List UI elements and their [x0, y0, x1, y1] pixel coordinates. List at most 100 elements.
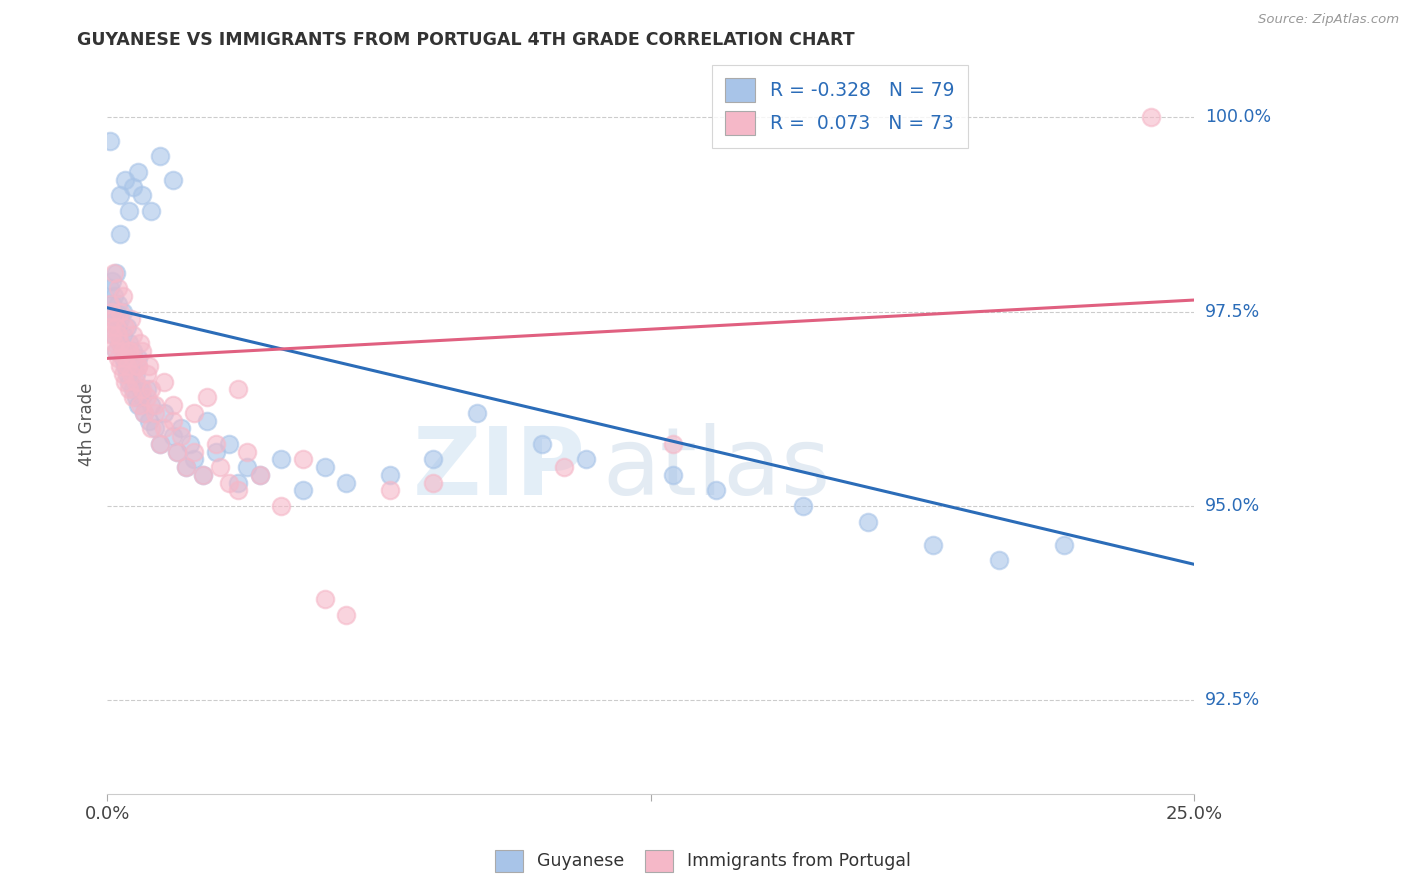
Point	[166, 444, 188, 458]
Point	[148, 437, 170, 451]
Point	[115, 367, 138, 381]
Point	[131, 390, 153, 404]
Point	[129, 335, 152, 350]
Point	[100, 297, 122, 311]
Point	[191, 467, 214, 482]
Point	[122, 383, 145, 397]
Point	[183, 452, 205, 467]
Point	[1053, 538, 1076, 552]
Point	[292, 452, 315, 467]
Point	[107, 351, 129, 366]
Point	[107, 281, 129, 295]
Point	[111, 351, 134, 366]
Point	[148, 437, 170, 451]
Text: 95.0%: 95.0%	[1205, 497, 1261, 515]
Point	[195, 413, 218, 427]
Point	[205, 444, 228, 458]
Point	[118, 383, 141, 397]
Point	[166, 444, 188, 458]
Point	[114, 172, 136, 186]
Point	[143, 398, 166, 412]
Point	[292, 483, 315, 498]
Point	[122, 343, 145, 358]
Point	[174, 460, 197, 475]
Point	[118, 343, 141, 358]
Point	[110, 188, 132, 202]
Point	[148, 149, 170, 163]
Point	[143, 406, 166, 420]
Point	[170, 421, 193, 435]
Point	[134, 406, 156, 420]
Point	[226, 383, 249, 397]
Point	[131, 343, 153, 358]
Point	[107, 297, 129, 311]
Point	[335, 607, 357, 622]
Point	[134, 406, 156, 420]
Point	[129, 383, 152, 397]
Point	[103, 312, 125, 326]
Point	[422, 475, 444, 490]
Point	[111, 304, 134, 318]
Point	[922, 538, 945, 552]
Point	[122, 328, 145, 343]
Point	[138, 359, 160, 373]
Point	[103, 335, 125, 350]
Point	[110, 335, 132, 350]
Point	[575, 452, 598, 467]
Point	[139, 421, 162, 435]
Point	[139, 383, 162, 397]
Point	[114, 320, 136, 334]
Point	[153, 375, 176, 389]
Point	[105, 343, 128, 358]
Point	[129, 398, 152, 412]
Y-axis label: 4th Grade: 4th Grade	[79, 383, 96, 467]
Point	[139, 203, 162, 218]
Point	[105, 266, 128, 280]
Point	[110, 227, 132, 241]
Point	[114, 343, 136, 358]
Point	[195, 390, 218, 404]
Point	[661, 467, 683, 482]
Point	[103, 328, 125, 343]
Point	[100, 274, 122, 288]
Point	[118, 375, 141, 389]
Point	[110, 335, 132, 350]
Point	[98, 320, 121, 334]
Point	[122, 351, 145, 366]
Point	[111, 328, 134, 343]
Point	[531, 437, 554, 451]
Point	[162, 398, 184, 412]
Point	[105, 343, 128, 358]
Point	[235, 444, 257, 458]
Point	[162, 413, 184, 427]
Point	[111, 289, 134, 303]
Point	[110, 312, 132, 326]
Point	[120, 367, 142, 381]
Point	[114, 375, 136, 389]
Point	[191, 467, 214, 482]
Point	[103, 266, 125, 280]
Point	[120, 359, 142, 373]
Point	[115, 359, 138, 373]
Legend: R = -0.328   N = 79, R =  0.073   N = 73: R = -0.328 N = 79, R = 0.073 N = 73	[711, 64, 967, 148]
Point	[314, 592, 336, 607]
Point	[704, 483, 727, 498]
Point	[110, 304, 132, 318]
Point	[226, 483, 249, 498]
Point	[135, 367, 157, 381]
Point	[987, 553, 1010, 567]
Point	[1139, 111, 1161, 125]
Text: 97.5%: 97.5%	[1205, 302, 1261, 321]
Point	[183, 406, 205, 420]
Point	[422, 452, 444, 467]
Point	[661, 437, 683, 451]
Point	[98, 281, 121, 295]
Point	[335, 475, 357, 490]
Text: atlas: atlas	[602, 423, 830, 515]
Point	[138, 413, 160, 427]
Point	[205, 437, 228, 451]
Point	[218, 475, 240, 490]
Point	[270, 499, 292, 513]
Point	[107, 328, 129, 343]
Point	[378, 467, 401, 482]
